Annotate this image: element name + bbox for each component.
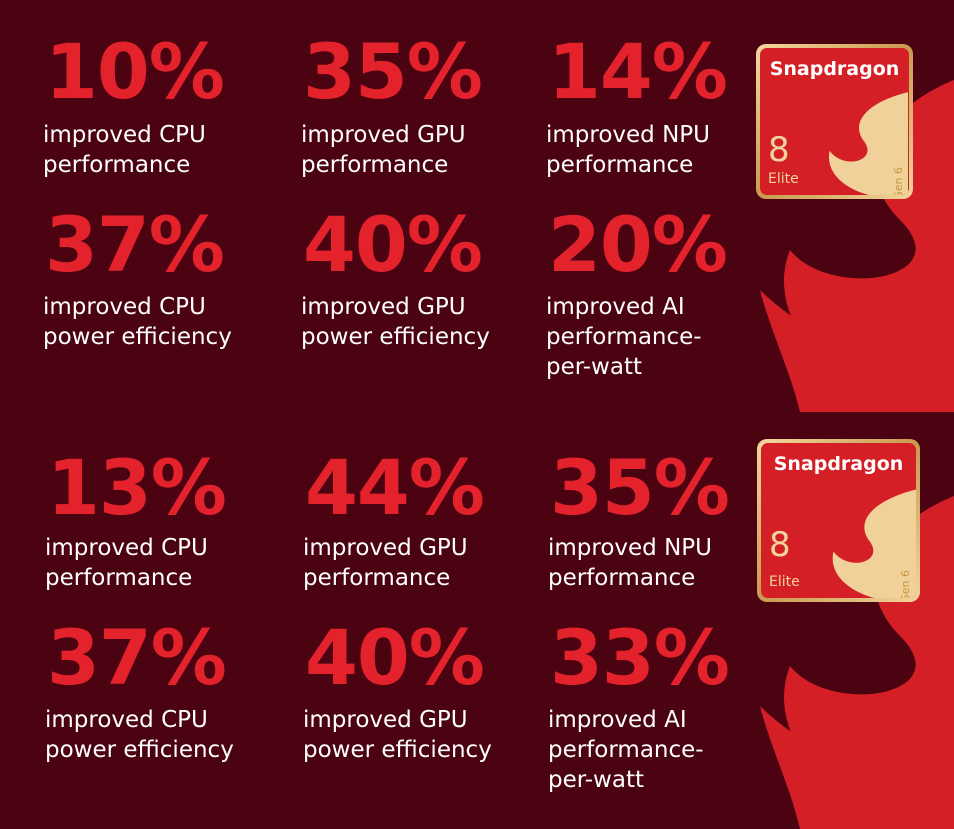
stat-value: 10%: [45, 27, 225, 116]
chip-swirl: [832, 489, 916, 598]
stat-label: performance: [546, 152, 694, 178]
stat-label: power efficiency: [45, 737, 234, 763]
stat-label: improved GPU: [303, 707, 468, 733]
stat-value: 44%: [305, 443, 485, 532]
chip-tier: Elite: [768, 171, 799, 187]
chip-number: 8: [768, 130, 790, 170]
stat-label: improved CPU: [45, 707, 208, 733]
stat-label: performance: [303, 565, 451, 591]
stat-label: improved GPU: [301, 294, 466, 320]
stat-value: 20%: [548, 200, 728, 289]
chip-face: Snapdragon 8 Elite Gen 6: [760, 48, 909, 195]
chip-gen: Gen 6: [892, 167, 905, 195]
chip-badge: Snapdragon 8 Elite Gen 6: [757, 439, 920, 602]
stat-label: improved CPU: [43, 294, 206, 320]
stat-label: power efficiency: [303, 737, 492, 763]
stat-value: 14%: [548, 27, 728, 116]
chip-brand: Snapdragon: [769, 58, 900, 80]
stat-label: per-watt: [548, 767, 644, 793]
stat-label: improved CPU: [43, 122, 206, 148]
stat-label: performance: [43, 152, 191, 178]
chip-gen: Gen 6: [899, 570, 912, 598]
stat-label: performance-: [548, 737, 704, 763]
stat-label: improved CPU: [45, 535, 208, 561]
stat-label: power efficiency: [301, 324, 490, 350]
stat-label: improved AI: [546, 294, 685, 320]
chip-swirl: [828, 92, 908, 195]
chip-number: 8: [769, 525, 791, 565]
stat-value: 37%: [45, 200, 225, 289]
stat-value: 33%: [550, 613, 730, 702]
stat-label: improved GPU: [303, 535, 468, 561]
stat-label: performance: [301, 152, 449, 178]
stat-label: performance: [45, 565, 193, 591]
stat-label: improved NPU: [548, 535, 712, 561]
stat-label: improved AI: [548, 707, 687, 733]
chip-face: Snapdragon 8 Elite Gen 6: [761, 443, 916, 598]
stat-value: 40%: [305, 613, 485, 702]
stat-label: power efficiency: [43, 324, 232, 350]
stat-label: per-watt: [546, 354, 642, 380]
chip-brand: Snapdragon: [773, 453, 904, 475]
chip-tier: Elite: [769, 574, 800, 590]
stat-value: 35%: [550, 443, 730, 532]
stat-value: 35%: [303, 27, 483, 116]
stat-label: performance: [548, 565, 696, 591]
stat-label: improved NPU: [546, 122, 710, 148]
stat-value: 40%: [303, 200, 483, 289]
stat-label: improved GPU: [301, 122, 466, 148]
stat-value: 13%: [47, 443, 227, 532]
stat-label: performance-: [546, 324, 702, 350]
chip-badge: Snapdragon 8 Elite Gen 6: [756, 44, 913, 199]
stat-value: 37%: [47, 613, 227, 702]
